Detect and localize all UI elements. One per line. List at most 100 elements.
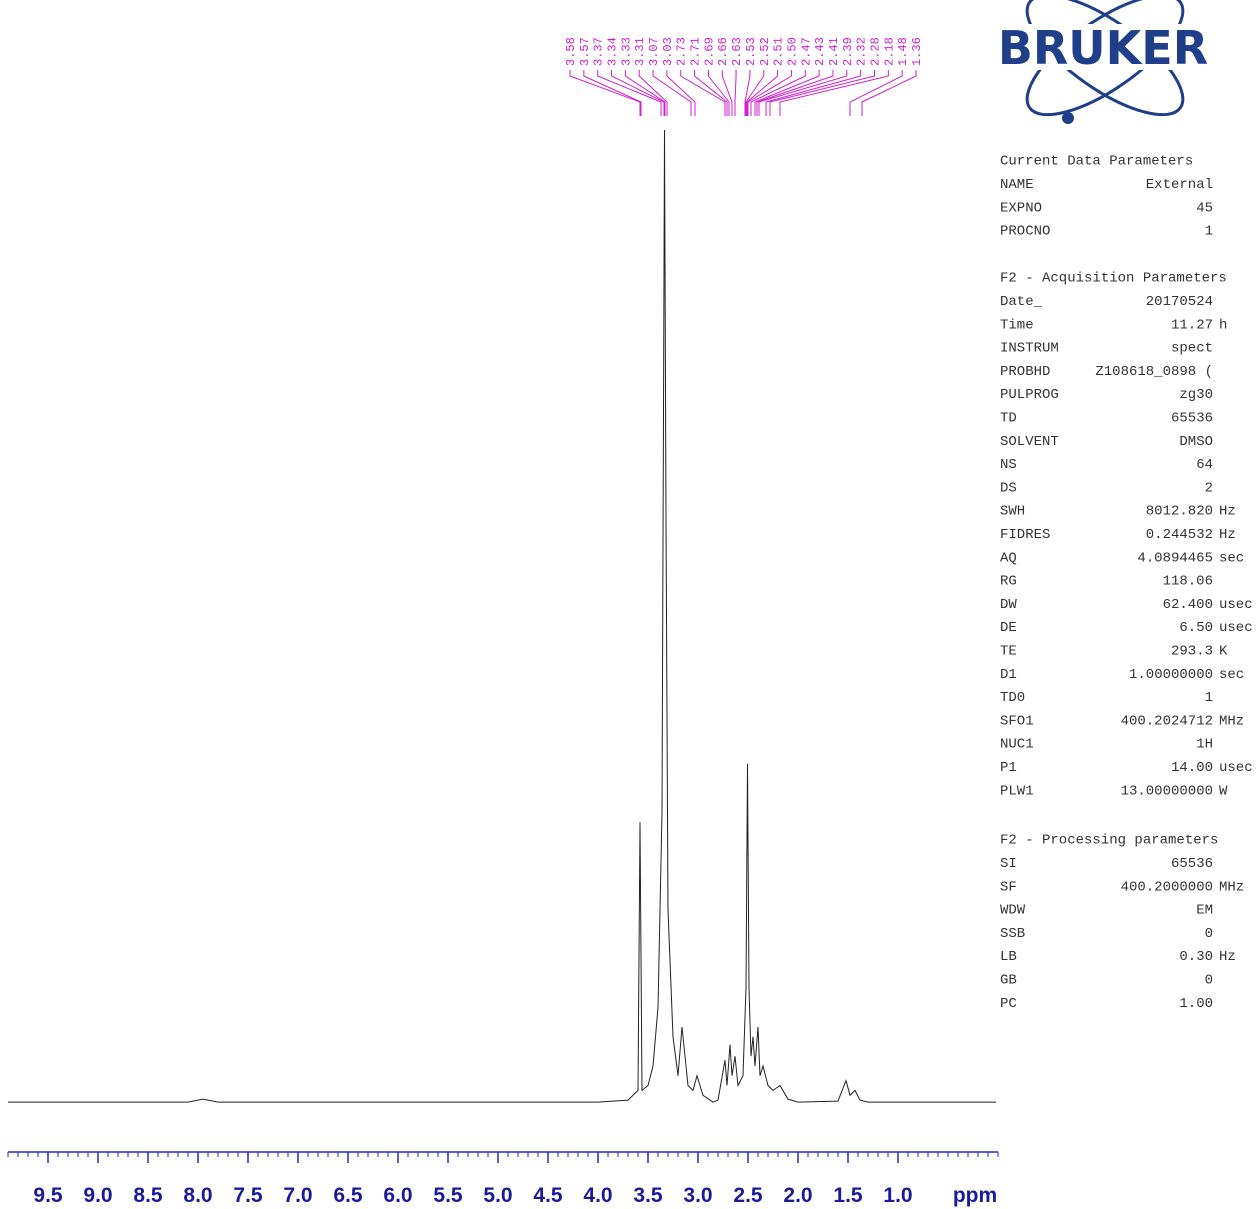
peak-leader <box>638 70 668 116</box>
peak-leader <box>680 70 726 116</box>
param-value: 1H <box>1196 737 1213 753</box>
x-tick-label: 4.0 <box>583 1184 612 1207</box>
param-value: DMSO <box>1179 434 1213 450</box>
param-value: 45 <box>1196 200 1213 216</box>
param-value: 1 <box>1205 690 1213 706</box>
x-tick-label: 8.5 <box>133 1184 163 1207</box>
param-name: TD0 <box>1000 690 1025 706</box>
peak-leader <box>694 70 728 116</box>
peak-leader <box>597 70 662 116</box>
peak-leader <box>666 70 696 116</box>
param-value: 2 <box>1205 480 1213 496</box>
peak-leader <box>765 70 862 116</box>
param-value: 11.27 <box>1171 317 1213 333</box>
param-value: 0.30 <box>1179 949 1213 965</box>
peak-leader <box>861 70 917 116</box>
param-value: 1 <box>1205 224 1213 240</box>
peak-leader <box>769 70 875 116</box>
peak-leader <box>758 70 848 116</box>
param-value: Z108618_0898 ( <box>1095 364 1213 380</box>
x-tick-label: 5.5 <box>433 1184 463 1207</box>
peak-leader <box>583 70 642 116</box>
peak-leader <box>756 70 834 116</box>
peak-label: 1.48 <box>896 37 910 66</box>
param-name: TE <box>1000 644 1017 660</box>
logo: BRUKER <box>996 0 1210 124</box>
x-tick-label: 3.5 <box>633 1184 663 1207</box>
param-name: D1 <box>1000 667 1017 683</box>
param-name: NAME <box>1000 177 1034 193</box>
peak-label: 2.50 <box>785 37 799 66</box>
x-tick-label: 2.5 <box>733 1184 763 1207</box>
peak-label: 2.28 <box>868 37 882 66</box>
param-name: PLW1 <box>1000 783 1034 799</box>
peak-label: 3.34 <box>606 37 620 66</box>
x-tick-label: 3.0 <box>683 1184 712 1207</box>
param-name: PROBHD <box>1000 364 1050 380</box>
param-unit: MHz <box>1219 713 1244 729</box>
x-tick-label: 7.0 <box>283 1184 312 1207</box>
param-name: PROCNO <box>1000 224 1050 240</box>
x-tick-label: 6.0 <box>383 1184 412 1207</box>
peak-label: 2.63 <box>730 37 744 66</box>
param-value: spect <box>1171 341 1213 357</box>
x-tick-label: 2.0 <box>783 1184 812 1207</box>
param-value: 0.244532 <box>1146 527 1213 543</box>
param-section-title: F2 - Acquisition Parameters <box>1000 271 1227 287</box>
x-tick-label: 7.5 <box>233 1184 263 1207</box>
param-unit: MHz <box>1219 879 1244 895</box>
param-unit: sec <box>1219 550 1244 566</box>
param-name: NUC1 <box>1000 737 1034 753</box>
peak-leader <box>734 70 737 116</box>
param-name: AQ <box>1000 550 1017 566</box>
spectrum <box>8 129 996 1103</box>
peak-label: 2.73 <box>675 37 689 66</box>
x-tick-label: 1.5 <box>833 1184 863 1207</box>
x-tick-label: 1.0 <box>883 1184 912 1207</box>
param-value: 65536 <box>1171 411 1213 427</box>
peak-leader <box>745 70 765 116</box>
peak-leader <box>849 70 903 116</box>
param-name: SWH <box>1000 504 1025 520</box>
x-tick-label: 9.5 <box>33 1184 63 1207</box>
peak-leader <box>707 70 730 116</box>
param-name: DW <box>1000 597 1017 613</box>
param-value: 118.06 <box>1163 574 1213 590</box>
param-value: 65536 <box>1171 856 1213 872</box>
param-value: 13.00000000 <box>1121 783 1213 799</box>
param-name: DS <box>1000 480 1017 496</box>
param-unit: Hz <box>1219 949 1236 965</box>
param-name: EXPNO <box>1000 200 1042 216</box>
param-value: External <box>1146 177 1213 193</box>
param-name: Time <box>1000 317 1034 333</box>
x-tick-label: 6.5 <box>333 1184 363 1207</box>
x-tick-label: 8.0 <box>183 1184 212 1207</box>
x-tick-label: 4.5 <box>533 1184 563 1207</box>
param-section-title: Current Data Parameters <box>1000 154 1193 170</box>
param-unit: K <box>1219 644 1228 660</box>
peak-leader <box>744 70 751 116</box>
param-name: TD <box>1000 411 1017 427</box>
param-name: SSB <box>1000 926 1025 942</box>
peak-label: 2.43 <box>813 37 827 66</box>
peak-label: 2.69 <box>702 37 716 66</box>
param-unit: Hz <box>1219 504 1236 520</box>
peak-label: 3.31 <box>633 37 647 66</box>
peak-leader <box>624 70 666 116</box>
peak-label: 2.66 <box>716 37 730 66</box>
peak-label: 2.41 <box>827 37 841 66</box>
param-name: NS <box>1000 457 1017 473</box>
param-value: 1.00000000 <box>1129 667 1213 683</box>
peak-leader <box>750 70 806 116</box>
param-name: SF <box>1000 879 1017 895</box>
param-name: FIDRES <box>1000 527 1050 543</box>
peak-label: 3.03 <box>661 37 675 66</box>
param-name: Date_ <box>1000 294 1043 310</box>
param-value: 400.2000000 <box>1121 879 1213 895</box>
peak-label: 1.36 <box>910 37 924 66</box>
param-value: 1.00 <box>1179 996 1213 1012</box>
param-unit: sec <box>1219 667 1244 683</box>
param-name: RG <box>1000 574 1017 590</box>
param-name: LB <box>1000 949 1017 965</box>
